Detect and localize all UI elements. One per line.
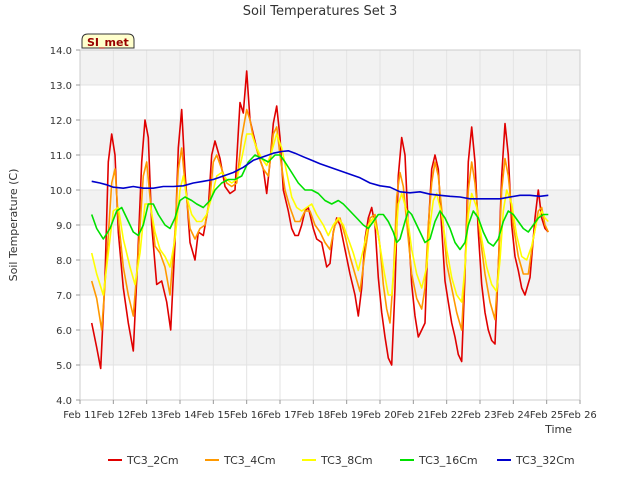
y-axis-label: Soil Temperature (C) [7,169,20,282]
x-tick-label: Feb 13 [130,410,164,421]
x-tick-label: Feb 17 [263,410,297,421]
site-badge-label: SI_met [87,36,129,49]
x-tick-label: Feb 25 [530,410,564,421]
x-axis-ticks: Feb 11 Feb 12 Feb 13 Feb 14 Feb 15 Feb 16 Feb … [63,400,597,421]
y-tick-label: 4.0 [56,396,72,407]
chart-title: Soil Temperatures Set 3 [243,4,398,19]
y-tick-label: 13.0 [50,81,72,92]
x-tick-label: Feb 24 [497,410,531,421]
grid-band [80,330,580,365]
y-axis-ticks: 4.0 5.0 6.0 7.0 8.0 9.0 10.0 11.0 12.0 13.0 14.0 [50,46,80,407]
y-tick-label: 7.0 [56,291,72,302]
site-badge: SI_met [81,33,135,49]
x-tick-label: Feb 12 [97,410,131,421]
y-tick-label: 14.0 [50,46,72,57]
x-tick-label: Feb 20 [363,410,397,421]
x-tick-label: Feb 18 [297,410,331,421]
grid-band [80,50,580,85]
x-tick-label: Feb 19 [330,410,364,421]
site-badge-box [81,33,135,49]
grid-band [80,85,580,120]
x-tick-label: Feb 21 [397,410,431,421]
x-axis-label: Time [544,423,572,436]
grid-band [80,365,580,400]
y-tick-label: 11.0 [50,151,72,162]
series-line-tc3-16cm [90,154,549,251]
x-tick-label: Feb 15 [197,410,231,421]
series-line-tc3-4cm [90,108,550,331]
legend: TC3_2Cm TC3_4Cm TC3_8Cm TC3_16Cm TC3_32Cm [108,454,575,467]
x-tick-label: Feb 16 [230,410,264,421]
grid-band [80,295,580,330]
y-tick-label: 6.0 [56,326,72,337]
legend-label: TC3_4Cm [223,454,276,467]
series-line-tc3-8cm [90,133,549,303]
series-layer [90,70,550,370]
x-tick-label: Feb 23 [463,410,497,421]
legend-label: TC3_32Cm [515,454,575,467]
grid-band [80,120,580,155]
series-line-tc3-32cm [91,150,549,200]
legend-label: TC3_8Cm [320,454,373,467]
legend-label: TC3_2Cm [126,454,179,467]
x-tick-label: Feb 11 [63,410,97,421]
y-tick-label: 5.0 [56,361,72,372]
grid-band [80,190,580,225]
y-tick-label: 10.0 [50,186,72,197]
grid-band [80,155,580,190]
y-tick-label: 9.0 [56,221,72,232]
x-tick-label: Feb 26 [563,410,597,421]
y-tick-label: 12.0 [50,116,72,127]
x-tick-label: Feb 14 [163,410,197,421]
legend-label: TC3_16Cm [418,454,478,467]
x-tick-label: Feb 22 [430,410,464,421]
y-tick-label: 8.0 [56,256,72,267]
